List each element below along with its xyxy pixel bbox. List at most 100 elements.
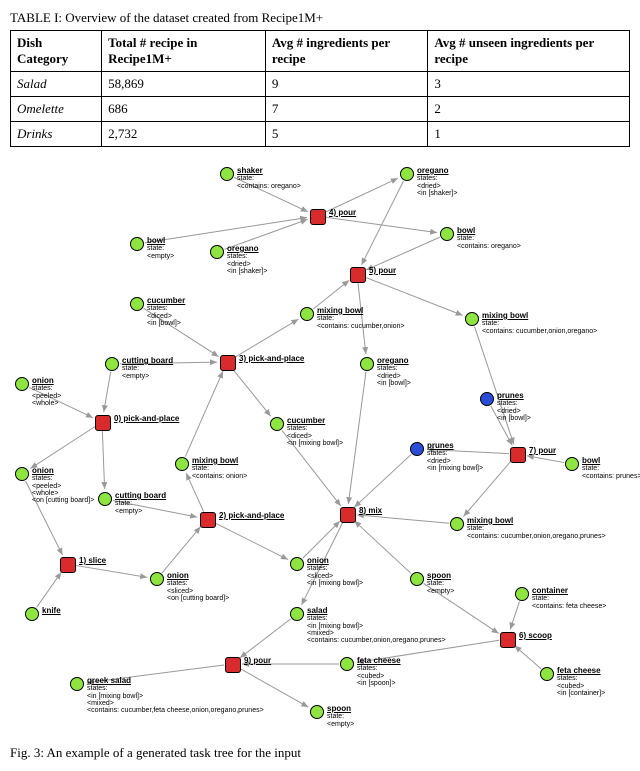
table-cell: Drinks [11,122,102,147]
table-cell: Salad [11,72,102,97]
ingredient-icon [300,307,314,321]
table-header-row: Dish Category Total # recipe in Recipe1M… [11,31,630,72]
ingredient-icon [410,442,424,456]
node-label: greek saladstates:<in [mixing bowl]><mix… [87,677,264,715]
action-icon [500,632,516,648]
ingredient-node-cucumber2: cucumberstates:<diced><in [mixing bowl]> [270,417,343,447]
node-label: mixing bowlstate:<contains: cucumber,oni… [317,307,405,330]
node-label: oreganostates:<dried><in [shaker]> [417,167,457,197]
action-node-a3: 3) pick-and-place [220,355,304,371]
node-label: knife [42,607,61,615]
action-icon [60,557,76,573]
node-label: bowlstate:<contains: prunes> [582,457,640,480]
ingredient-icon [340,657,354,671]
ingredient-icon [400,167,414,181]
table-cell: 58,869 [102,72,266,97]
action-icon [220,355,236,371]
table-cell: 1 [428,122,630,147]
ingredient-node-onion4: onionstates:<sliced><in [mixing bowl]> [290,557,363,587]
action-icon [510,447,526,463]
ingredient-node-mixbowl2: mixing bowlstate:<contains: cucumber,oni… [465,312,597,335]
ingredient-node-bowl1: bowlstate:<empty> [130,237,174,260]
node-label: prunesstates:<dried><in [mixing bowl]> [427,442,483,472]
col-avg-unseen: Avg # unseen ingredients per recipe [428,31,630,72]
table-row: Salad58,86993 [11,72,630,97]
ingredient-node-cucumber1: cucumberstates:<diced><in [bowl]> [130,297,185,327]
table-cell: 5 [265,122,428,147]
action-icon [310,209,326,225]
node-label: prunesstates:<dried><in [bowl]> [497,392,531,422]
ingredient-node-knife: knife [25,607,61,621]
node-label: mixing bowlstate:<contains: cucumber,oni… [467,517,606,540]
node-label: onionstates:<sliced><in [mixing bowl]> [307,557,363,587]
ingredient-icon [98,492,112,506]
node-label: 8) mix [359,507,382,515]
table-cell: 3 [428,72,630,97]
action-node-a4: 4) pour [310,209,356,225]
ingredient-node-onion1: onionstates:<peeled><whole> [15,377,61,407]
ingredient-icon [450,517,464,531]
ingredient-node-salad: saladstates:<in [mixing bowl]><mixed><co… [290,607,446,645]
ingredient-icon [440,227,454,241]
node-label: cucumberstates:<diced><in [bowl]> [147,297,185,327]
ingredient-node-container: containerstate:<contains: feta cheese> [515,587,606,610]
node-label: cucumberstates:<diced><in [mixing bowl]> [287,417,343,447]
col-dish: Dish Category [11,31,102,72]
node-label: mixing bowlstate:<contains: onion> [192,457,247,480]
ingredient-icon [360,357,374,371]
action-node-a7: 7) pour [510,447,556,463]
ingredient-node-prunes1: prunesstates:<dried><in [bowl]> [480,392,531,422]
table-row: Drinks2,73251 [11,122,630,147]
node-label: spoonstate:<empty> [427,572,454,595]
node-label: 2) pick-and-place [219,512,284,520]
ingredient-icon [210,245,224,259]
ingredient-node-bowl3: bowlstate:<contains: prunes> [565,457,640,480]
ingredient-node-feta1: feta cheesestates:<cubed><in [spoon]> [340,657,401,687]
ingredient-icon [150,572,164,586]
node-label: 1) slice [79,557,106,565]
ingredient-node-cutboard1: cutting boardstate:<empty> [105,357,173,380]
ingredient-node-cutboard2: cutting boardstate:<empty> [98,492,166,515]
col-avg-ing: Avg # ingredients per recipe [265,31,428,72]
node-label: shakerstate:<contains: oregano> [237,167,301,190]
node-label: saladstates:<in [mixing bowl]><mixed><co… [307,607,446,645]
ingredient-icon [410,572,424,586]
table-cell: 9 [265,72,428,97]
table-cell: Omelette [11,97,102,122]
node-label: feta cheesestates:<cubed><in [spoon]> [357,657,401,687]
table-cell: 686 [102,97,266,122]
ingredient-icon [515,587,529,601]
action-icon [225,657,241,673]
ingredient-icon [480,392,494,406]
ingredient-icon [175,457,189,471]
ingredient-icon [290,557,304,571]
node-label: oreganostates:<dried><in [bowl]> [377,357,411,387]
ingredient-node-spoon1: spoonstate:<empty> [410,572,454,595]
action-icon [350,267,366,283]
node-label: bowlstate:<empty> [147,237,174,260]
ingredient-icon [540,667,554,681]
ingredient-icon [270,417,284,431]
action-node-a9: 9) pour [225,657,271,673]
node-label: 6) scoop [519,632,552,640]
dataset-table: Dish Category Total # recipe in Recipe1M… [10,30,630,147]
table-cell: 2,732 [102,122,266,147]
action-node-a5: 5) pour [350,267,396,283]
ingredient-icon [465,312,479,326]
ingredient-node-shaker: shakerstate:<contains: oregano> [220,167,301,190]
ingredient-icon [130,237,144,251]
table-row: Omelette68672 [11,97,630,122]
node-label: mixing bowlstate:<contains: cucumber,oni… [482,312,597,335]
ingredient-node-onion3: onionstates:<sliced><on [cutting board]> [150,572,229,602]
action-node-a6: 6) scoop [500,632,552,648]
node-label: bowlstate:<contains: oregano> [457,227,521,250]
ingredient-icon [565,457,579,471]
action-node-a0: 0) pick-and-place [95,415,179,431]
node-label: cutting boardstate:<empty> [122,357,173,380]
ingredient-icon [70,677,84,691]
ingredient-node-bowl2: bowlstate:<contains: oregano> [440,227,521,250]
node-label: 3) pick-and-place [239,355,304,363]
action-node-a2: 2) pick-and-place [200,512,284,528]
col-total: Total # recipe in Recipe1M+ [102,31,266,72]
node-label: onionstates:<sliced><on [cutting board]> [167,572,229,602]
